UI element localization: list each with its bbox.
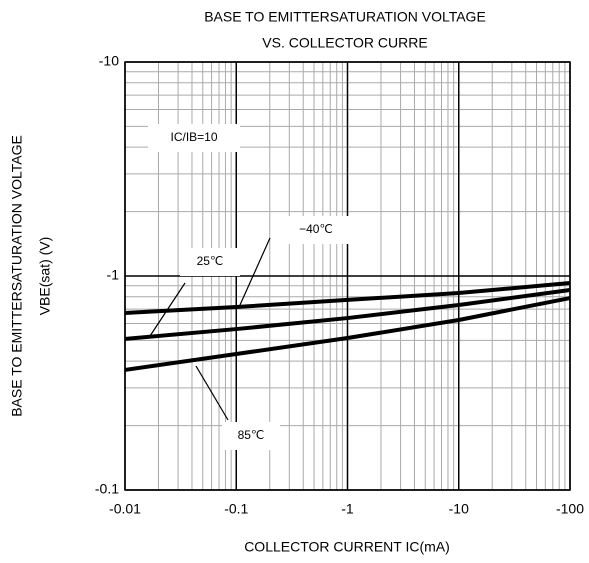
label-box	[222, 422, 280, 450]
label-box	[180, 248, 240, 276]
series-label: 25℃	[197, 254, 224, 268]
series-line	[124, 281, 571, 315]
leader-line	[149, 282, 186, 337]
series-label: 85℃	[238, 428, 265, 442]
y-axis-label: VBE(sat) (V)	[37, 237, 53, 316]
leader-line	[195, 365, 229, 421]
y-tick-label: -10	[99, 53, 119, 69]
leader-line	[239, 237, 271, 306]
x-tick-label: -10	[449, 501, 469, 517]
x-tick-label: -100	[556, 501, 584, 517]
label-box	[148, 124, 240, 152]
series-line	[124, 296, 571, 372]
series-line	[124, 288, 571, 341]
y-tick-label: -1	[107, 267, 120, 283]
chart-title: VS. COLLECTOR CURRE	[262, 35, 427, 51]
label-box	[280, 216, 352, 244]
series-label: −40℃	[299, 222, 333, 236]
x-axis-label: COLLECTOR CURRENT IC(mA)	[244, 539, 450, 555]
x-tick-label: -0.1	[224, 501, 248, 517]
chart-title: BASE TO EMITTERSATURATION VOLTAGE	[204, 9, 486, 25]
x-tick-label: -1	[341, 501, 354, 517]
annotation: IC/IB=10	[170, 130, 217, 144]
y-axis-label: BASE TO EMITTERSATURATION VOLTAGE	[9, 135, 25, 417]
y-tick-label: -0.1	[95, 481, 119, 497]
plot-frame	[124, 61, 571, 491]
x-tick-label: -0.01	[109, 501, 141, 517]
